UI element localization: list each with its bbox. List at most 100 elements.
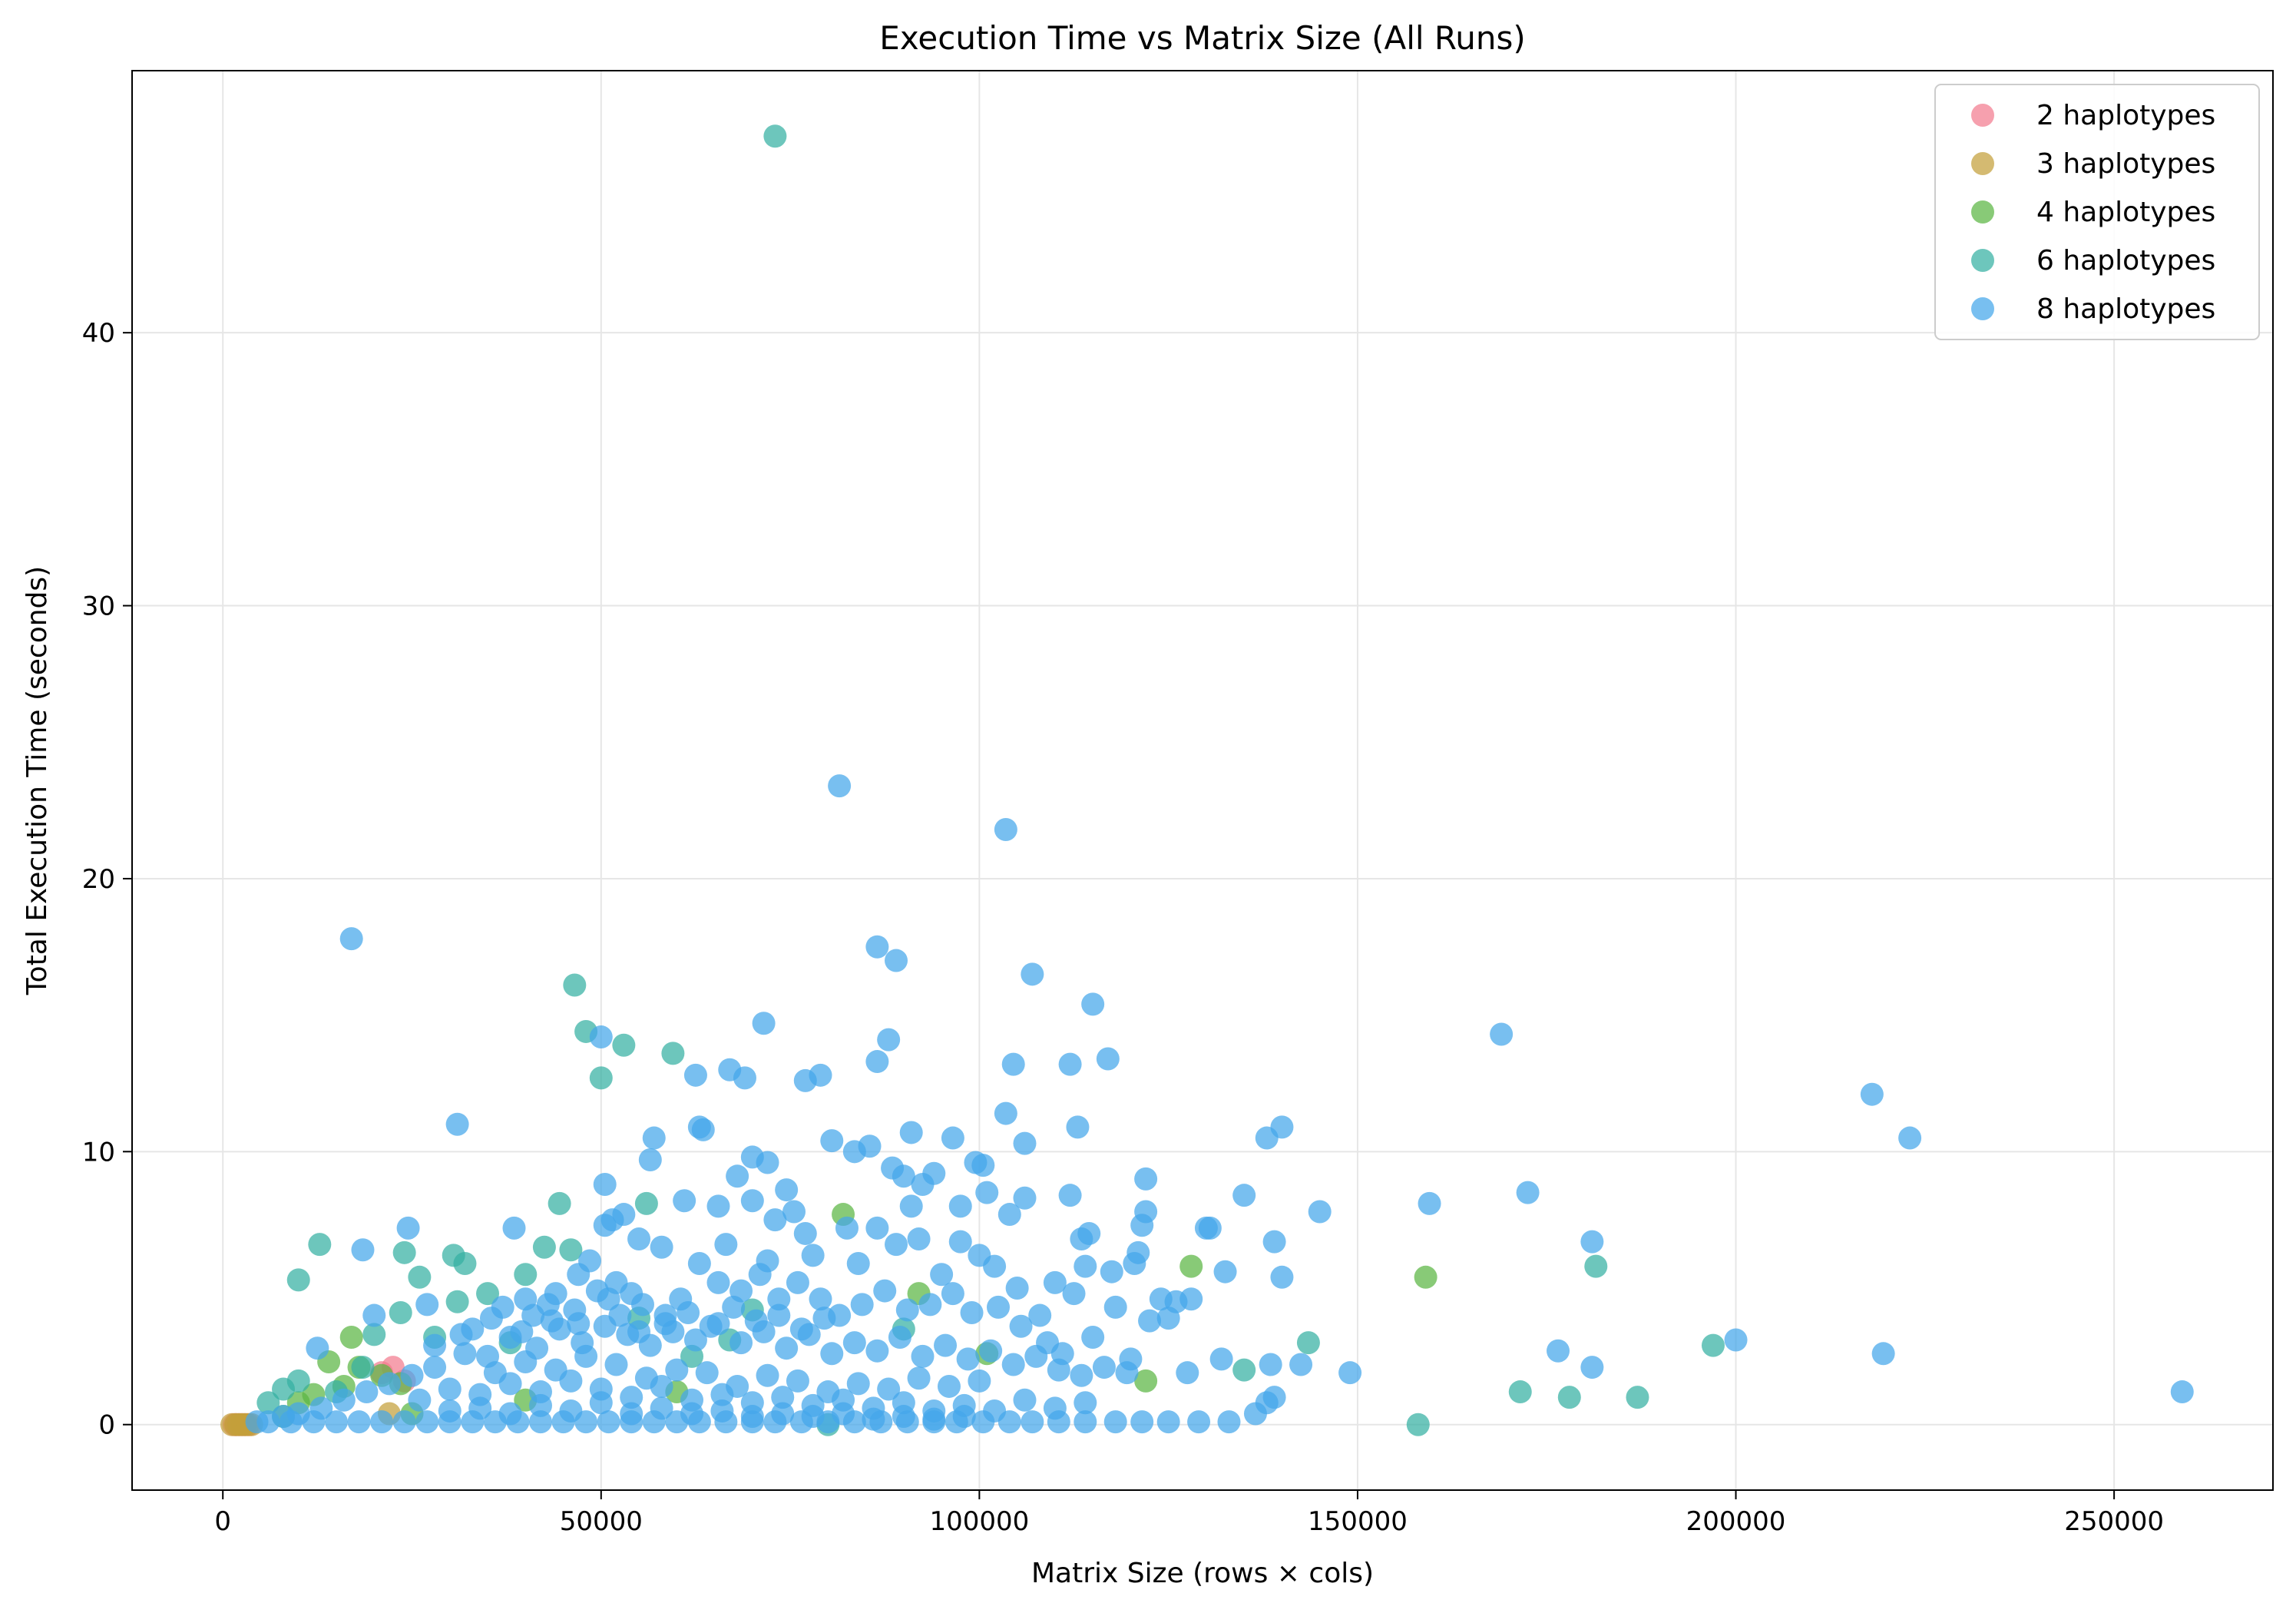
data-point: [842, 1331, 866, 1355]
data-point: [498, 1372, 522, 1396]
data-point: [593, 1172, 617, 1196]
data-point: [1062, 1282, 1086, 1306]
data-point: [392, 1240, 416, 1264]
data-point: [453, 1342, 477, 1366]
data-point: [389, 1301, 412, 1324]
data-point: [740, 1405, 764, 1429]
data-point: [789, 1317, 813, 1341]
data-point: [620, 1402, 643, 1426]
data-point: [1255, 1126, 1279, 1150]
data-point: [1013, 1186, 1037, 1210]
data-point: [612, 1033, 636, 1057]
data-point: [1259, 1353, 1282, 1376]
data-point: [1103, 1295, 1127, 1319]
data-point: [729, 1331, 753, 1355]
data-point: [1134, 1369, 1158, 1393]
data-point: [812, 1307, 836, 1330]
data-point: [979, 1339, 1003, 1363]
data-point: [899, 1121, 923, 1144]
data-point: [892, 1405, 915, 1429]
data-point: [324, 1410, 348, 1434]
data-point: [339, 927, 363, 951]
data-point: [498, 1402, 522, 1426]
data-point: [1126, 1240, 1150, 1264]
data-point: [272, 1405, 296, 1429]
data-point: [567, 1312, 591, 1336]
y-tick-label: 10: [82, 1137, 115, 1168]
data-point: [1724, 1328, 1748, 1352]
data-point: [589, 1025, 613, 1049]
data-point: [563, 973, 587, 997]
data-point: [726, 1164, 749, 1188]
legend-entry: 3 haplotypes: [2036, 148, 2215, 180]
data-point: [907, 1227, 931, 1251]
x-tick-label: 50000: [560, 1506, 643, 1537]
data-point: [306, 1336, 329, 1360]
data-point: [892, 1164, 915, 1188]
data-point: [1138, 1309, 1162, 1333]
data-point: [1179, 1287, 1203, 1311]
data-point: [1338, 1361, 1362, 1385]
data-point: [1074, 1391, 1097, 1415]
data-point: [994, 817, 1017, 841]
data-point: [1232, 1358, 1256, 1382]
data-point: [1289, 1353, 1313, 1376]
data-point: [423, 1356, 447, 1379]
data-point: [1296, 1331, 1320, 1355]
data-point: [400, 1363, 424, 1387]
y-tick-label: 0: [98, 1410, 115, 1441]
legend-marker: [1971, 200, 1994, 224]
data-point: [691, 1118, 715, 1141]
data-point: [828, 774, 852, 798]
x-tick-label: 100000: [929, 1506, 1029, 1537]
data-point: [683, 1328, 707, 1352]
data-point: [952, 1405, 976, 1429]
data-point: [782, 1200, 806, 1224]
series-5: [245, 774, 2194, 1434]
data-point: [809, 1063, 832, 1087]
data-point: [786, 1369, 809, 1393]
data-point: [801, 1405, 825, 1429]
data-point: [604, 1353, 628, 1376]
data-point: [1557, 1386, 1581, 1409]
data-point: [370, 1410, 394, 1434]
data-point: [1198, 1216, 1222, 1240]
data-point: [960, 1301, 984, 1324]
data-point: [415, 1293, 439, 1317]
data-point: [347, 1410, 371, 1434]
data-point: [453, 1252, 477, 1276]
data-point: [502, 1216, 526, 1240]
data-point: [532, 1235, 556, 1259]
data-point: [722, 1295, 746, 1319]
data-point: [899, 1194, 923, 1218]
data-point: [1898, 1126, 1922, 1150]
data-point: [1213, 1260, 1237, 1283]
data-point: [351, 1356, 375, 1379]
legend-marker: [1971, 152, 1994, 175]
data-point: [286, 1369, 310, 1393]
chart-title: Execution Time vs Matrix Size (All Runs): [879, 19, 1525, 57]
data-point: [687, 1252, 711, 1276]
data-point: [528, 1410, 552, 1434]
legend: 2 haplotypes 3 haplotypes 4 haplotypes 6 ha…: [1934, 84, 2260, 340]
data-point: [653, 1312, 677, 1336]
data-point: [627, 1320, 651, 1343]
data-point: [756, 1363, 779, 1387]
data-point: [1130, 1214, 1154, 1237]
data-point: [748, 1263, 772, 1287]
legend-marker: [1971, 249, 1994, 272]
data-point: [673, 1189, 696, 1213]
data-point: [1058, 1184, 1082, 1207]
legend-marker: [1971, 104, 1994, 127]
data-point: [392, 1410, 416, 1434]
data-point: [1074, 1410, 1097, 1434]
data-point: [650, 1374, 673, 1398]
data-point: [1074, 1254, 1097, 1278]
data-point: [559, 1238, 583, 1262]
data-point: [706, 1194, 730, 1218]
data-point: [862, 1407, 885, 1431]
data-point: [911, 1172, 935, 1196]
data-point: [968, 1369, 991, 1393]
data-point: [1626, 1386, 1649, 1409]
